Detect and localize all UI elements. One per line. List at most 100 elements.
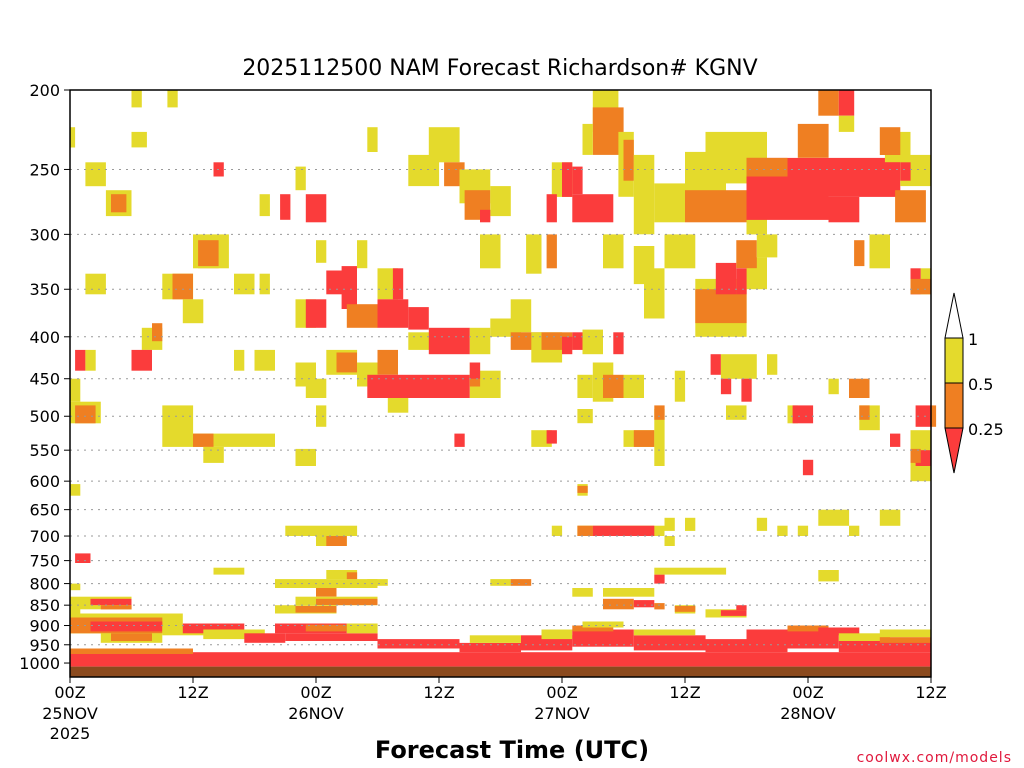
ri-cell-yellow-8 [259, 194, 270, 217]
ri-cell-red-23 [572, 166, 583, 195]
ri-cell-yellow-134 [623, 374, 644, 398]
ri-cell-orange-158 [931, 405, 937, 427]
ri-cell-red-212 [90, 621, 163, 632]
ri-cell-red-66 [305, 299, 327, 328]
ri-cell-orange-41 [797, 123, 829, 158]
ri-cell-yellow-178 [664, 536, 675, 546]
ri-cell-red-177 [592, 525, 655, 536]
ri-cell-orange-188 [295, 606, 337, 613]
x-tick-label-2: 00Z [300, 683, 331, 702]
ri-cell-yellow-208 [70, 583, 81, 591]
ri-cell-red-21 [562, 162, 573, 197]
ri-cell-yellow-14 [428, 127, 460, 163]
ri-cell-red-197 [654, 574, 665, 584]
ri-cell-red-45 [900, 162, 911, 181]
ri-cell-orange-176 [577, 525, 593, 536]
ri-cell-yellow-165 [756, 517, 768, 531]
ri-cell-red-9 [280, 194, 291, 220]
ri-cell-red-68 [377, 299, 409, 328]
ri-cell-orange-150 [849, 378, 870, 398]
legend-label-1: 1 [968, 330, 978, 349]
ri-cell-red-80 [562, 336, 573, 355]
ri-cell-yellow-230 [582, 621, 624, 628]
ri-cell-orange-100 [910, 278, 931, 295]
ri-cell-yellow-88 [664, 234, 696, 269]
x-tick-year-0: 2025 [50, 724, 91, 743]
ri-cell-red-195 [633, 600, 655, 608]
ri-cell-yellow-114 [387, 398, 409, 413]
y-tick-label-350: 350 [29, 280, 60, 299]
ri-cell-yellow-209 [70, 605, 81, 614]
y-tick-label-650: 650 [29, 501, 60, 520]
ri-cell-yellow-96 [869, 234, 890, 269]
ri-cell-red-157 [915, 405, 931, 427]
ri-cell-orange-139 [654, 405, 665, 420]
y-axis: 200 250 300 350 400 450 500 550 600 650 700 750 800 8… [19, 81, 70, 673]
ri-cell-yellow-131 [577, 374, 593, 398]
ri-cell-red-11 [305, 194, 327, 223]
ri-cell-orange-121 [75, 405, 96, 424]
ri-cell-red-103 [75, 349, 86, 371]
ri-cell-orange-156 [910, 448, 921, 463]
ri-cell-red-216 [182, 623, 245, 634]
ri-cell-yellow-189 [367, 579, 388, 586]
ri-cell-orange-183 [346, 572, 358, 580]
ri-cell-red-206 [90, 598, 132, 606]
ri-cell-yellow-204 [818, 570, 839, 582]
ri-cell-orange-84 [546, 234, 557, 269]
ri-cell-red-224 [459, 642, 521, 653]
ri-cell-red-144 [741, 378, 752, 402]
ri-cell-yellow-227 [541, 629, 573, 640]
ri-cell-red-244 [70, 663, 931, 667]
x-tick-label-0: 00Z [54, 683, 85, 702]
ri-cell-yellow-138 [654, 409, 665, 466]
ri-cell-yellow-83 [526, 234, 542, 274]
x-tick-label-6: 00Z [792, 683, 823, 702]
y-tick-label-250: 250 [29, 160, 60, 179]
ri-cell-red-231 [633, 635, 706, 651]
ri-cell-red-128 [454, 433, 465, 447]
ri-cell-yellow-30 [633, 154, 655, 235]
ri-cell-yellow-12 [367, 127, 378, 152]
legend-swatch-yellow [944, 337, 964, 384]
ri-cell-yellow-127 [316, 405, 327, 427]
y-tick-label-950: 950 [29, 636, 60, 655]
ri-cell-orange-207 [100, 605, 132, 610]
ri-cell-red-218 [244, 633, 286, 643]
ri-cell-orange-29 [623, 139, 634, 181]
ri-cell-yellow-169 [797, 525, 809, 536]
ri-cell-yellow-160 [70, 484, 81, 496]
ri-cell-orange-191 [510, 579, 532, 586]
y-tick-label-450: 450 [29, 370, 60, 389]
ri-cell-yellow-166 [818, 509, 850, 526]
ri-cell-yellow-79 [582, 329, 603, 355]
ri-cell-yellow-56 [234, 273, 255, 295]
ri-cell-red-141 [710, 354, 721, 375]
ri-cell-orange-200 [674, 606, 696, 612]
ri-cell-orange-93 [736, 240, 757, 269]
x-tick-date-4: 27NOV [534, 704, 590, 723]
x-tick-label-5: 12Z [669, 683, 700, 702]
ri-cell-orange-243 [70, 648, 193, 654]
ri-cell-yellow-94 [756, 234, 778, 258]
x-tick-date-2: 26NOV [288, 704, 344, 723]
ri-cell-yellow-106 [234, 349, 245, 371]
ri-cell-red-22 [546, 194, 557, 223]
ri-cell-yellow-125 [203, 446, 224, 463]
ri-cell-yellow-2 [70, 127, 76, 148]
y-tick-label-200: 200 [29, 81, 60, 100]
heatmap-cells [70, 90, 937, 677]
ri-cell-orange-137 [633, 430, 655, 447]
ri-cell-orange-196 [654, 603, 665, 610]
ri-cell-yellow-180 [213, 567, 245, 575]
y-tick-label-300: 300 [29, 225, 60, 244]
ri-cell-yellow-145 [726, 405, 747, 420]
ri-cell-orange-184 [316, 588, 337, 597]
ri-cell-yellow-0 [131, 90, 142, 108]
ri-cell-yellow-168 [777, 525, 788, 536]
ri-cell-red-143 [720, 378, 732, 395]
ri-cell-red-39 [828, 196, 860, 223]
credit-link[interactable]: coolwx.com/models [857, 750, 1012, 766]
y-tick-label-400: 400 [29, 328, 60, 347]
